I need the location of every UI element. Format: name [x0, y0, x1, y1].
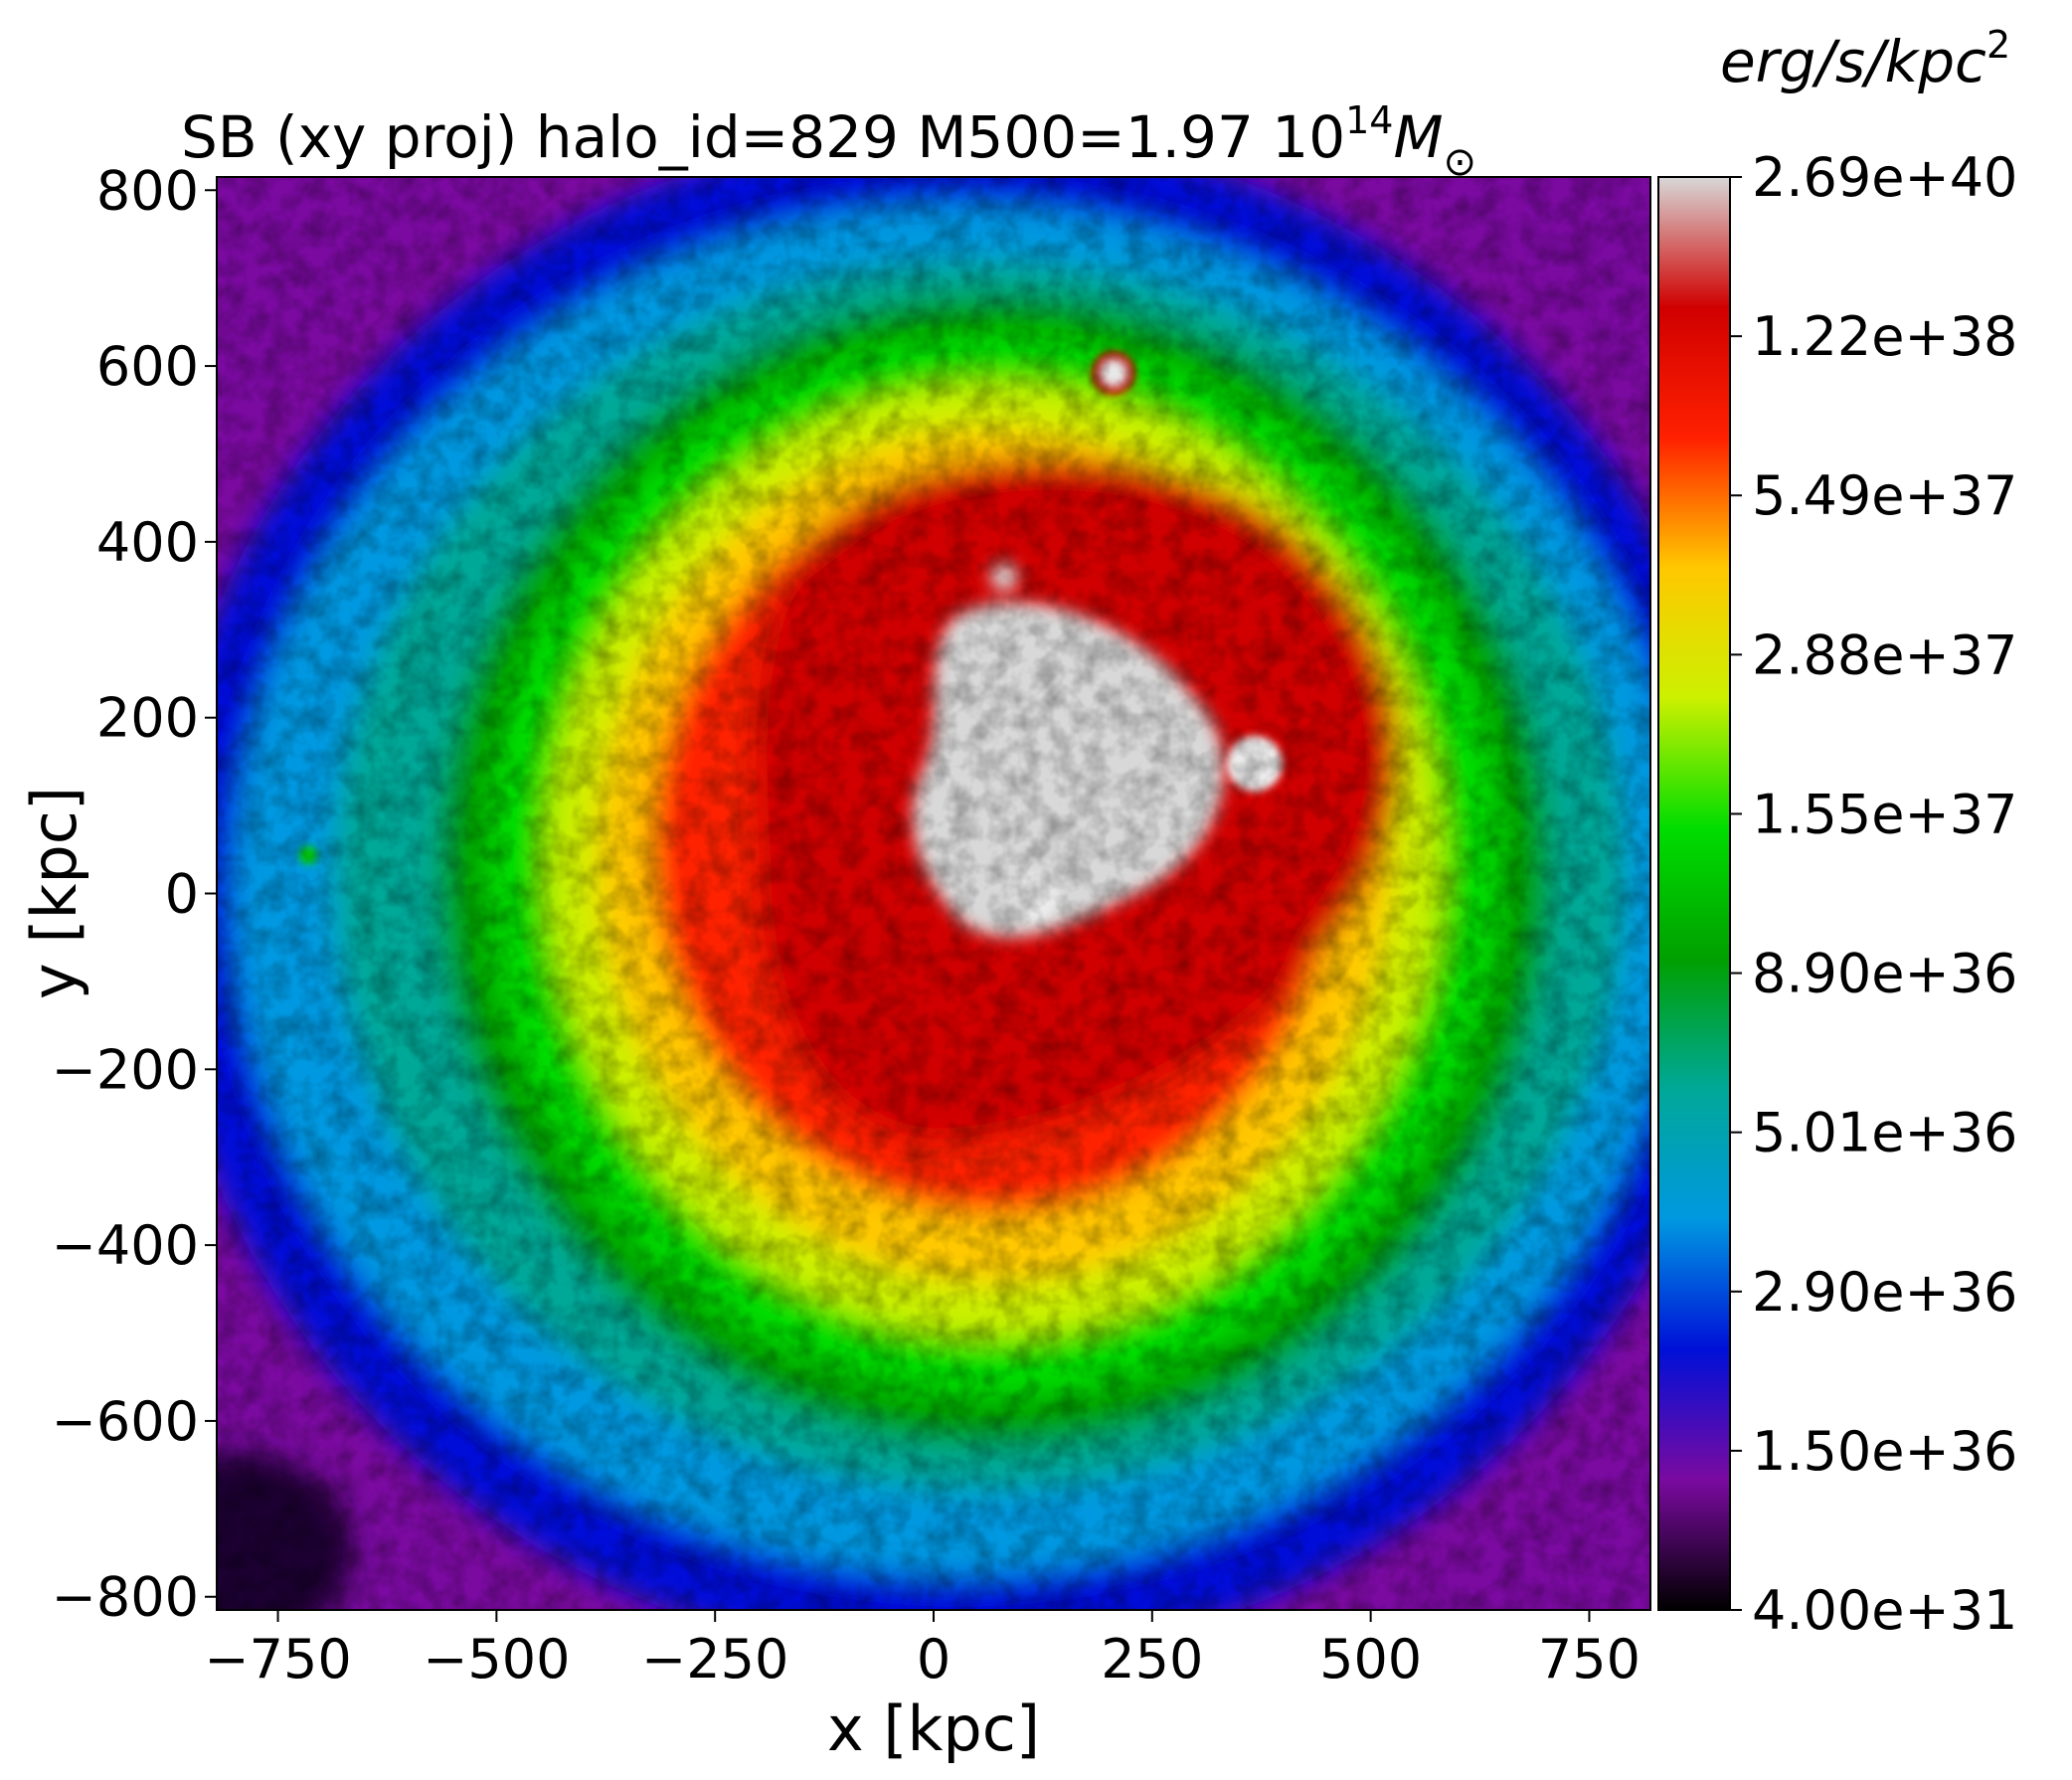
- colorbar-tick-label: 1.22e+38: [1752, 305, 2017, 368]
- y-tick-label: 0: [165, 863, 199, 926]
- y-tick-label: 400: [96, 511, 199, 574]
- y-tick-label: −200: [52, 1038, 199, 1101]
- colorbar-tick-label: 1.50e+36: [1752, 1420, 2017, 1483]
- mottle-texture: [217, 177, 1650, 1610]
- colorbar-tick-label: 5.49e+37: [1752, 464, 2017, 527]
- colorbar-tick-label: 1.55e+37: [1752, 783, 2017, 845]
- y-tick-label: 200: [96, 687, 199, 750]
- x-tick-label: 250: [1101, 1628, 1203, 1691]
- y-axis: 800 600 400 200 0 −200 −400 −600 −800: [52, 159, 217, 1629]
- x-axis-label: x [kpc]: [827, 1692, 1040, 1765]
- y-axis-label: y [kpc]: [18, 787, 90, 999]
- y-tick-label: 800: [96, 159, 199, 222]
- x-tick-label: −750: [204, 1628, 351, 1691]
- colorbar-tick-label: 2.88e+37: [1752, 623, 2017, 686]
- colorbar-gradient: [1657, 176, 1731, 1611]
- heatmap-plot-area: [217, 177, 1650, 1610]
- colorbar-tick-label: 8.90e+36: [1752, 943, 2017, 1005]
- y-tick-label: −400: [52, 1214, 199, 1277]
- y-tick-label: −800: [52, 1566, 199, 1629]
- x-tick-label: 500: [1319, 1628, 1422, 1691]
- colorbar: 2.69e+40 1.22e+38 5.49e+37 2.88e+37 1.55e+37…: [1657, 23, 2017, 1642]
- y-tick-label: 600: [96, 335, 199, 398]
- colorbar-tick-label: 2.90e+36: [1752, 1261, 2017, 1324]
- colorbar-ticks: 2.69e+40 1.22e+38 5.49e+37 2.88e+37 1.55e+37…: [1730, 146, 2017, 1642]
- colorbar-unit-label: erg/s/kpc2: [1720, 23, 2010, 95]
- colorbar-tick-label: 4.00e+31: [1752, 1579, 2017, 1642]
- x-axis: −750 −500 −250 0 250 500 750: [204, 1610, 1640, 1691]
- y-tick-label: −600: [52, 1390, 199, 1453]
- x-tick-label: 0: [917, 1628, 950, 1691]
- x-tick-label: −250: [641, 1628, 788, 1691]
- x-tick-label: 750: [1538, 1628, 1640, 1691]
- chart-title: SB (xy proj) halo_id=829 M500=1.97 1014M…: [181, 98, 1476, 185]
- x-tick-label: −500: [423, 1628, 570, 1691]
- colorbar-tick-label: 2.69e+40: [1752, 146, 2017, 209]
- colorbar-tick-label: 5.01e+36: [1752, 1102, 2017, 1164]
